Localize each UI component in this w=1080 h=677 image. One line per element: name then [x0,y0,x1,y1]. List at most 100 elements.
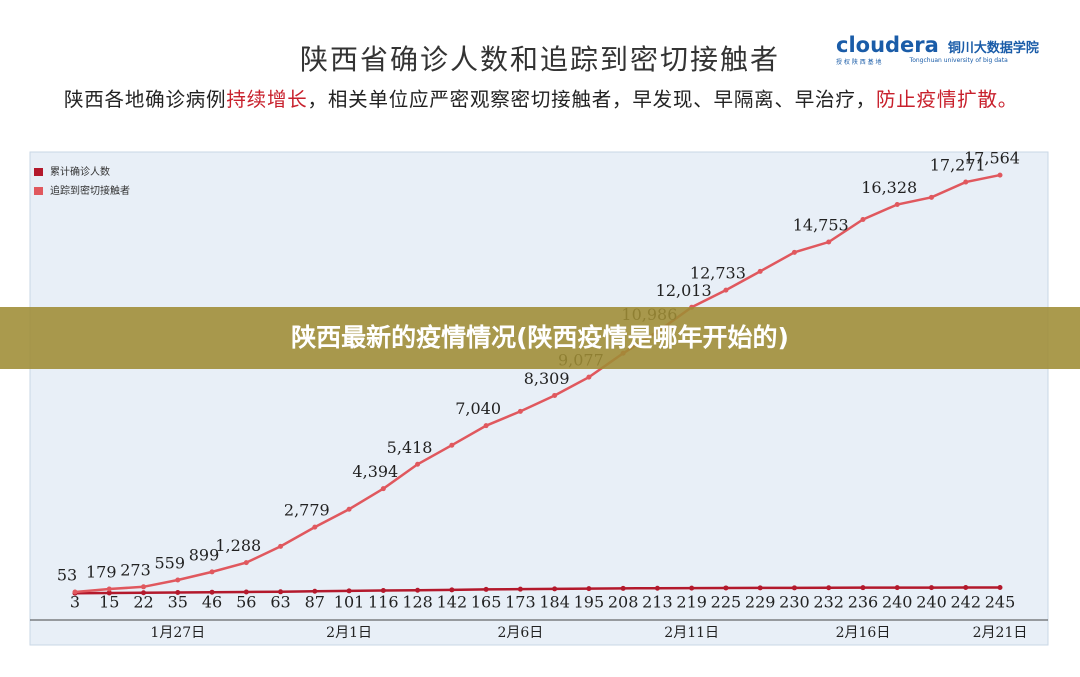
point [141,590,147,596]
point [860,585,866,591]
point [209,589,215,595]
legend-label: 追踪到密切接触者 [50,184,130,197]
x-tick-label: 2月16日 [836,625,891,641]
data-label: 12,733 [690,264,746,283]
data-label: 225 [711,593,742,612]
point [517,586,523,592]
plot-background [29,151,1049,646]
data-label: 5,418 [387,438,433,457]
subtitle-part: 持续增长 [226,88,308,111]
data-label: 179 [86,563,117,582]
x-tick-label: 2月11日 [664,625,719,641]
data-label: 245 [985,593,1016,612]
x-tick-label: 2月21日 [973,625,1028,641]
point [894,585,900,591]
point [483,586,489,592]
point [243,560,249,566]
data-label: 236 [848,593,879,612]
data-label: 7,040 [455,399,501,418]
point [517,408,523,414]
point [175,577,181,583]
data-label: 16,328 [861,178,917,197]
data-label: 173 [505,593,536,612]
data-label: 87 [305,593,325,612]
data-label: 35 [168,593,188,612]
point [826,239,832,245]
point [552,392,558,398]
banner: 陕西最新的疫情情况(陕西疫情是哪年开始的) [0,307,1080,369]
data-label: 240 [916,593,947,612]
data-label: 4,394 [352,462,398,481]
data-label: 229 [745,593,776,612]
x-tick-label: 1月27日 [150,625,205,641]
point [106,586,112,592]
data-label: 195 [574,593,605,612]
data-label: 56 [236,593,256,612]
point [620,585,626,591]
data-label: 242 [950,593,981,612]
data-label: 219 [676,593,707,612]
data-label: 12,013 [656,281,712,300]
point [346,506,352,512]
point [928,585,934,591]
point [106,590,112,596]
subtitle-part: 防止疫情扩散。 [875,88,1019,111]
point [209,569,215,575]
point [757,585,763,591]
point [723,585,729,591]
point [243,589,249,595]
point [689,585,695,591]
data-label: 101 [334,593,365,612]
point [380,486,386,492]
point [723,287,729,293]
legend-swatch [34,187,43,195]
data-label: 230 [779,593,810,612]
x-tick-label: 2月6日 [497,625,543,641]
point [552,586,558,592]
point [449,442,455,448]
point [791,585,797,591]
point [586,374,592,380]
logo: cloudera 铜川大数据学院 授 权 陕 西 基 地 Tongchuan u… [836,33,1039,66]
data-label: 15 [99,593,119,612]
point [141,584,147,590]
point [963,585,969,591]
data-label: 240 [882,593,913,612]
point [963,179,969,185]
logo-name-en: Tongchuan university of big data [909,57,1008,64]
subtitle-part: ，相关单位应严密观察密切接触者，早发现、早隔离、早治疗， [307,88,876,111]
point [483,423,489,429]
legend-label: 累计确诊人数 [50,165,110,178]
data-label: 559 [155,553,186,572]
data-label: 184 [539,593,570,612]
point [278,589,284,595]
point [586,586,592,592]
point [278,543,284,549]
point [826,585,832,591]
data-label: 165 [471,593,502,612]
data-label: 46 [202,593,222,612]
point [997,584,1003,590]
point [346,588,352,594]
point [312,588,318,594]
data-label: 116 [368,593,399,612]
data-label: 1,288 [215,536,261,555]
line [74,173,1001,594]
point [175,589,181,595]
data-label: 22 [133,593,153,612]
point [928,194,934,200]
data-label: 208 [608,593,639,612]
point [860,216,866,222]
point [791,249,797,255]
data-label: 128 [402,593,433,612]
logo-sub: 授 权 陕 西 基 地 [836,59,882,66]
data-label: 17,564 [964,149,1020,168]
data-label: 3 [70,593,80,612]
point [312,524,318,530]
point [415,587,421,593]
data-label: 899 [189,545,220,564]
data-label: 213 [642,593,673,612]
subtitle: 陕西各地确诊病例持续增长，相关单位应严密观察密切接触者，早发现、早隔离、早治疗，… [34,84,1048,115]
line [74,586,1001,595]
